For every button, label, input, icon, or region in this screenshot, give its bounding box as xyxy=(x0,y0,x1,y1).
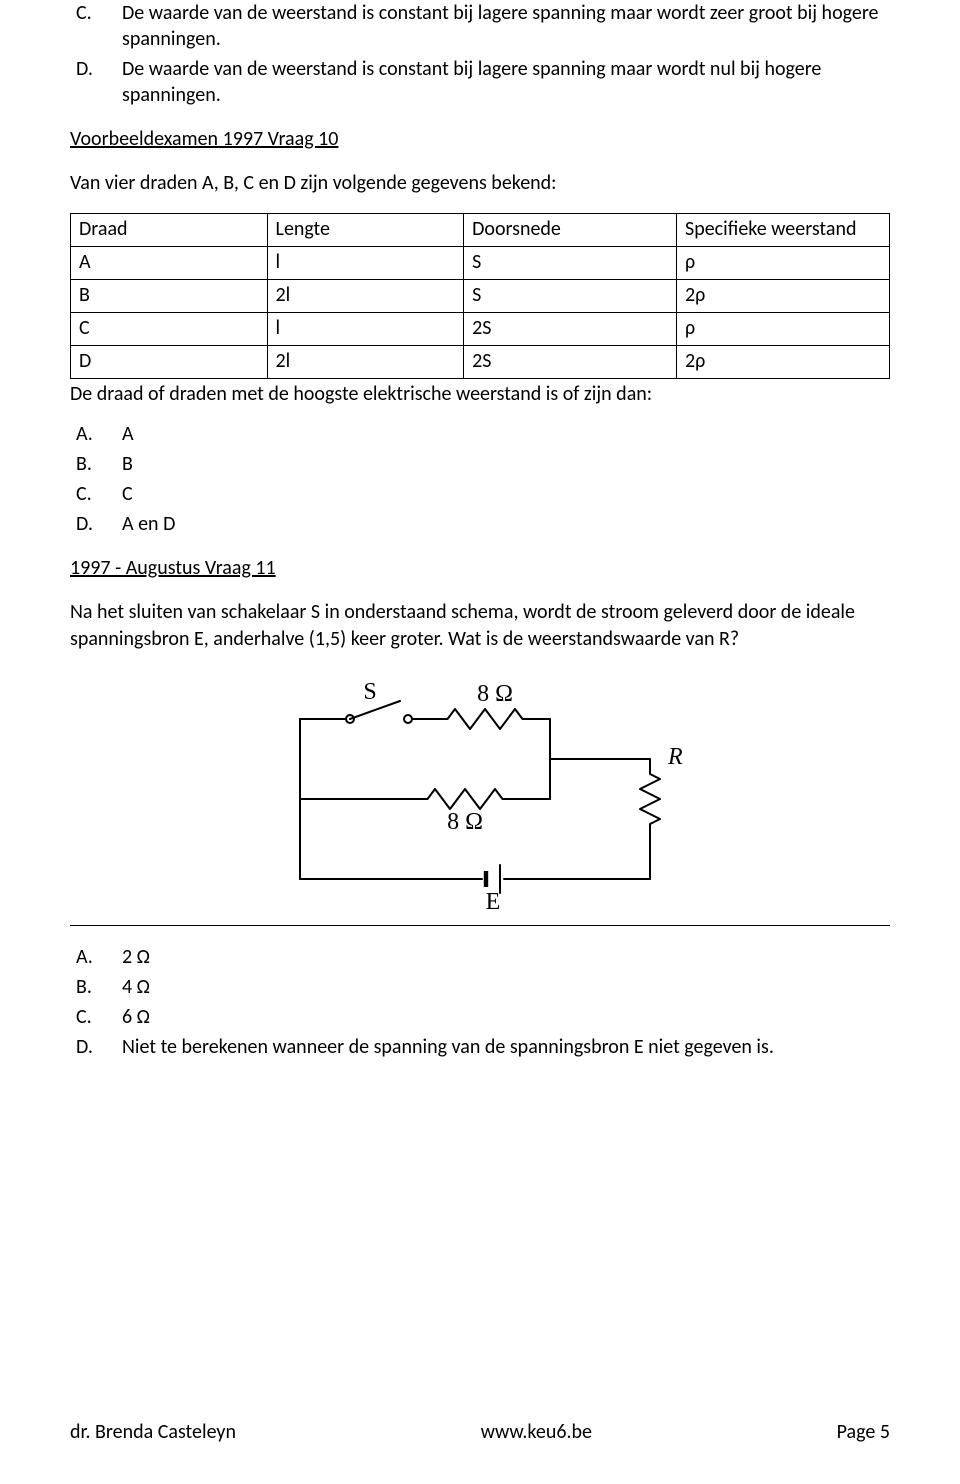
table-cell: C xyxy=(71,313,268,346)
table-header-cell: Doorsnede xyxy=(464,214,677,247)
q2-option-text: 6 Ω xyxy=(122,1004,890,1030)
table-cell: 2ρ xyxy=(677,280,890,313)
q1-option-item: B.B xyxy=(70,451,890,477)
table-cell: S xyxy=(464,280,677,313)
q1-option-item: D.A en D xyxy=(70,511,890,537)
footer-page-number: Page 5 xyxy=(837,1420,890,1444)
footer-url: www.keu6.be xyxy=(481,1420,592,1444)
q1-option-marker: C. xyxy=(70,481,122,507)
footer-author: dr. Brenda Casteleyn xyxy=(70,1420,236,1444)
table-row: Cl2Sρ xyxy=(71,313,890,346)
svg-text:S: S xyxy=(363,679,376,705)
table-cell: l xyxy=(267,313,464,346)
q1-intro: Van vier draden A, B, C en D zijn volgen… xyxy=(70,170,890,197)
table-cell: l xyxy=(267,247,464,280)
table-row: D2l2S2ρ xyxy=(71,346,890,379)
table-header-row: DraadLengteDoorsnedeSpecifieke weerstand xyxy=(71,214,890,247)
q1-option-marker: A. xyxy=(70,421,122,447)
top-option-item: D.De waarde van de weerstand is constant… xyxy=(70,56,890,108)
table-cell: 2l xyxy=(267,280,464,313)
options-top: C.De waarde van de weerstand is constant… xyxy=(70,0,890,108)
q1-table: DraadLengteDoorsnedeSpecifieke weerstand… xyxy=(70,213,890,379)
q2-option-marker: B. xyxy=(70,974,122,1000)
q2-intro: Na het sluiten van schakelaar S in onder… xyxy=(70,599,890,653)
svg-text:E: E xyxy=(486,889,501,915)
q1-options: A.AB.BC.CD.A en D xyxy=(70,421,890,537)
q2-options: A.2 ΩB.4 ΩC.6 ΩD.Niet te berekenen wanne… xyxy=(70,944,890,1060)
q2-option-item: A.2 Ω xyxy=(70,944,890,970)
top-option-marker: C. xyxy=(70,0,122,26)
table-cell: 2S xyxy=(464,346,677,379)
q2-option-text: 2 Ω xyxy=(122,944,890,970)
table-header-cell: Lengte xyxy=(267,214,464,247)
circuit-diagram-wrap: S 8 Ω 8 Ω R E xyxy=(70,669,890,919)
circuit-diagram: S 8 Ω 8 Ω R E xyxy=(250,669,710,919)
table-cell: A xyxy=(71,247,268,280)
q1-heading: Voorbeeldexamen 1997 Vraag 10 xyxy=(70,126,890,152)
q2-option-text: Niet te berekenen wanneer de spanning va… xyxy=(122,1034,890,1060)
q1-option-marker: B. xyxy=(70,451,122,477)
table-header-cell: Specifieke weerstand xyxy=(677,214,890,247)
top-option-item: C.De waarde van de weerstand is constant… xyxy=(70,0,890,52)
top-option-marker: D. xyxy=(70,56,122,82)
q1-option-text: C xyxy=(122,481,890,507)
q1-table-caption: De draad of draden met de hoogste elektr… xyxy=(70,381,890,407)
table-header-cell: Draad xyxy=(71,214,268,247)
q1-option-text: A en D xyxy=(122,511,890,537)
page-footer: dr. Brenda Casteleyn www.keu6.be Page 5 xyxy=(70,1420,890,1444)
q2-option-text: 4 Ω xyxy=(122,974,890,1000)
q1-option-text: A xyxy=(122,421,890,447)
table-cell: S xyxy=(464,247,677,280)
q1-option-item: A.A xyxy=(70,421,890,447)
q2-option-item: D.Niet te berekenen wanneer de spanning … xyxy=(70,1034,890,1060)
divider-line xyxy=(70,925,890,926)
q1-option-text: B xyxy=(122,451,890,477)
q2-option-item: C.6 Ω xyxy=(70,1004,890,1030)
table-cell: ρ xyxy=(677,313,890,346)
table-cell: 2S xyxy=(464,313,677,346)
svg-text:8 Ω: 8 Ω xyxy=(447,809,483,835)
top-option-text: De waarde van de weerstand is constant b… xyxy=(122,0,890,52)
q2-heading: 1997 - Augustus Vraag 11 xyxy=(70,555,890,581)
q2-option-item: B.4 Ω xyxy=(70,974,890,1000)
table-cell: 2l xyxy=(267,346,464,379)
q2-option-marker: A. xyxy=(70,944,122,970)
q2-option-marker: D. xyxy=(70,1034,122,1060)
table-row: B2lS2ρ xyxy=(71,280,890,313)
page: C.De waarde van de weerstand is constant… xyxy=(0,0,960,1484)
table-cell: B xyxy=(71,280,268,313)
table-row: AlSρ xyxy=(71,247,890,280)
table-cell: D xyxy=(71,346,268,379)
q1-option-marker: D. xyxy=(70,511,122,537)
svg-text:8 Ω: 8 Ω xyxy=(477,681,513,707)
svg-text:R: R xyxy=(667,744,683,770)
q1-option-item: C.C xyxy=(70,481,890,507)
q2-option-marker: C. xyxy=(70,1004,122,1030)
top-option-text: De waarde van de weerstand is constant b… xyxy=(122,56,890,108)
table-cell: ρ xyxy=(677,247,890,280)
table-cell: 2ρ xyxy=(677,346,890,379)
